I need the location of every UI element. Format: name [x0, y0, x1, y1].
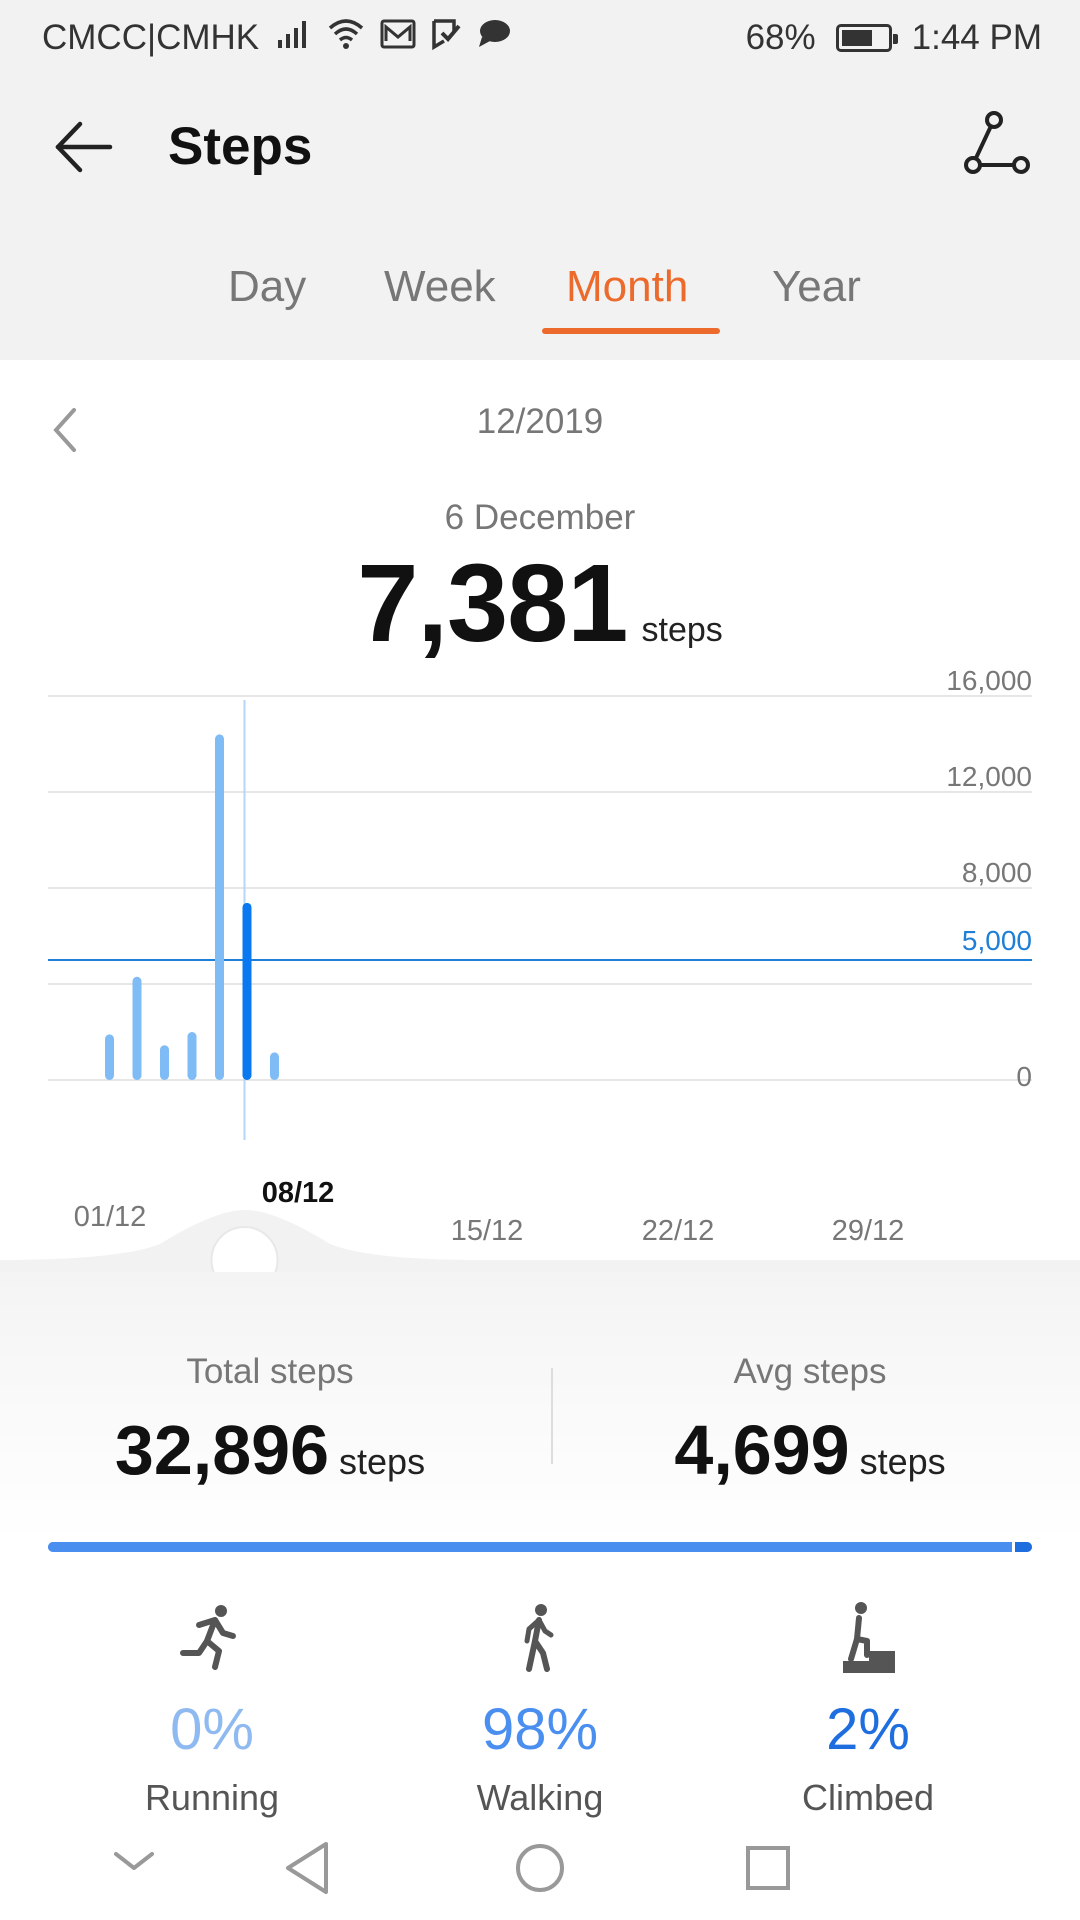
system-nav-bar — [0, 1830, 1080, 1920]
nav-recents-button[interactable] — [744, 1840, 794, 1901]
walking-label: Walking — [476, 1777, 604, 1818]
x-tick-label: 01/12 — [74, 1201, 147, 1233]
back-triangle-icon — [286, 1842, 328, 1894]
active-tab-indicator — [542, 328, 720, 334]
walking-icon — [524, 1604, 554, 1672]
status-bar: CMCC|CMHK 68% 1:44 PM — [0, 0, 1080, 76]
tab-day[interactable]: Day — [228, 262, 307, 311]
mail-icon — [380, 17, 416, 60]
ratio-segment-climbed — [1012, 1542, 1032, 1552]
x-tick-label: 22/12 — [642, 1215, 715, 1247]
signal-icon — [276, 16, 312, 61]
nav-home-button[interactable] — [514, 1840, 566, 1901]
activity-running: 0% Running — [62, 1598, 362, 1819]
chart-card: 12/2019 6 December 7,381 steps 0 8,000 12,0… — [0, 360, 1080, 1272]
tab-month[interactable]: Month — [566, 262, 689, 311]
summary-section: Total steps 32,896 steps Avg steps 4,699 s… — [0, 1272, 1080, 1542]
share-icon — [964, 111, 1030, 174]
page-title: Steps — [168, 117, 313, 176]
back-button[interactable] — [48, 112, 118, 182]
running-icon-wrap — [62, 1598, 362, 1678]
ratio-segment-walking — [48, 1542, 1013, 1552]
total-steps-unit: steps — [339, 1441, 426, 1482]
bar-day-6 — [215, 734, 224, 1080]
selected-steps-value: 7,381 — [357, 542, 628, 665]
avg-steps-value: 4,699 — [674, 1411, 850, 1489]
arrow-left-icon — [55, 121, 113, 173]
app-header: Steps — [0, 76, 1080, 216]
nav-collapse-button[interactable] — [112, 1840, 156, 1885]
task-icon — [430, 17, 462, 60]
chevron-left-icon — [53, 408, 76, 452]
avg-steps-block: Avg steps 4,699 steps — [560, 1352, 1060, 1490]
y-tick-label: 12,000 — [946, 761, 1032, 792]
avg-steps-unit: steps — [859, 1441, 946, 1482]
tab-week[interactable]: Week — [384, 262, 496, 311]
climbed-label: Climbed — [801, 1777, 935, 1818]
summary-divider — [551, 1368, 553, 1464]
y-tick-label: 8,000 — [962, 857, 1032, 888]
avg-steps-label: Avg steps — [733, 1352, 887, 1391]
avg-steps-row: 4,699 steps — [560, 1410, 1060, 1490]
bar-day-4 — [160, 1045, 169, 1080]
bar-day-8 — [270, 1052, 279, 1080]
bar-day-3 — [132, 976, 142, 1080]
activity-climbed: 2% Climbed — [718, 1598, 1018, 1819]
tab-year[interactable]: Year — [772, 262, 861, 311]
x-tick-label: 08/12 — [262, 1177, 335, 1209]
status-right: 68% 1:44 PM — [746, 18, 1042, 58]
y-tick-label: 0 — [1016, 1061, 1032, 1092]
activity-ratio-bar — [48, 1542, 1032, 1552]
status-icons — [276, 16, 512, 61]
slider-track — [0, 1210, 1080, 1272]
message-icon — [476, 17, 512, 60]
y-tick-label: 16,000 — [946, 670, 1032, 696]
slider-handle — [210, 1226, 279, 1272]
battery-percent: 68% — [745, 18, 816, 57]
running-icon — [180, 1605, 236, 1670]
total-steps-block: Total steps 32,896 steps — [0, 1352, 540, 1490]
wifi-icon — [326, 16, 366, 61]
recents-square-icon — [746, 1846, 790, 1890]
steps-bar-chart[interactable]: 0 8,000 12,000 16,000 5,000 01/12 08/12 15/12 22… — [0, 670, 1080, 1272]
share-button[interactable] — [960, 110, 1036, 186]
total-steps-row: 32,896 steps — [0, 1410, 540, 1490]
nav-back-button[interactable] — [282, 1840, 332, 1901]
walking-percent: 98% — [481, 1697, 599, 1762]
clock: 1:44 PM — [911, 18, 1042, 57]
battery-fill — [841, 30, 872, 46]
period-label: 12/2019 — [476, 402, 604, 441]
walking-icon-wrap — [390, 1598, 690, 1678]
running-percent: 0% — [170, 1697, 254, 1762]
climbing-icon-wrap — [718, 1598, 1018, 1678]
selected-date: 6 December — [444, 498, 636, 537]
period-tabs: Day Week Month Year — [0, 250, 1080, 360]
total-steps-label: Total steps — [186, 1352, 354, 1391]
activity-walking: 98% Walking — [390, 1598, 690, 1819]
total-steps-value: 32,896 — [114, 1411, 330, 1489]
bar-day-5 — [187, 1032, 197, 1080]
selected-steps-unit: steps — [641, 611, 723, 649]
bar-day-2 — [105, 1034, 114, 1080]
running-label: Running — [144, 1777, 280, 1818]
carrier-name: CMCC|CMHK — [42, 18, 260, 57]
goal-label: 5,000 — [962, 925, 1032, 956]
x-tick-label: 15/12 — [451, 1215, 524, 1247]
battery-icon — [835, 24, 898, 52]
x-tick-label: 29/12 — [832, 1215, 905, 1247]
previous-period-button[interactable] — [44, 400, 84, 460]
selected-value-row: 7,381 steps — [0, 540, 1080, 667]
climbing-icon — [843, 1602, 895, 1673]
collapse-icon — [114, 1852, 154, 1870]
home-circle-icon — [516, 1844, 564, 1892]
climbed-percent: 2% — [826, 1697, 910, 1762]
bar-day-7 — [242, 902, 252, 1080]
